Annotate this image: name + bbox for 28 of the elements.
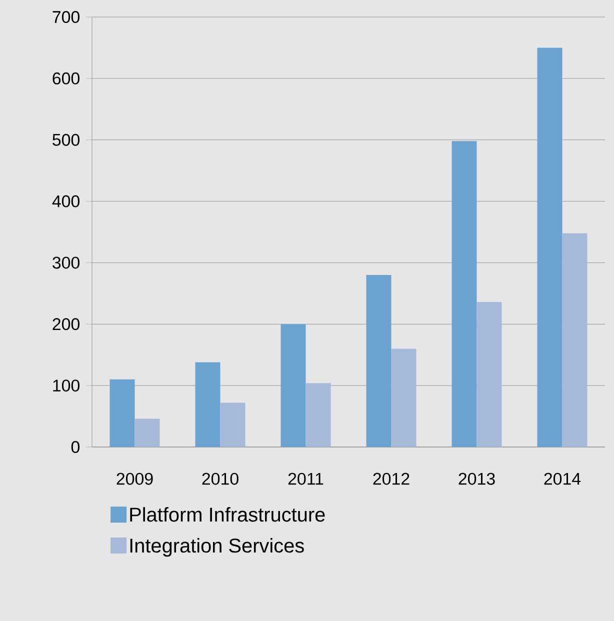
bar (306, 383, 331, 447)
bar (537, 48, 562, 447)
bar (134, 418, 160, 447)
y-tick-label: 0 (71, 441, 80, 453)
y-tick-label: 600 (52, 72, 80, 84)
y-tick-label: 300 (52, 256, 80, 269)
bar (562, 233, 588, 447)
bar (391, 348, 416, 447)
bar (195, 362, 220, 447)
bar (366, 275, 392, 447)
x-tick-label: 2013 (458, 472, 495, 485)
x-tick-label: 2009 (116, 472, 153, 485)
bar (220, 402, 246, 447)
x-tick-label: 2012 (373, 472, 410, 485)
bar (452, 141, 477, 447)
x-tick-label: 2011 (288, 472, 324, 485)
bar (110, 379, 135, 447)
legend-label: Integration Services (130, 538, 304, 557)
y-tick-label: 700 (52, 11, 80, 24)
legend-label: Platform Infrastructure (130, 507, 325, 522)
y-tick-label: 200 (52, 318, 80, 330)
y-tick-label: 400 (52, 195, 80, 208)
y-tick-label: 100 (53, 380, 80, 392)
x-tick-label: 2010 (202, 472, 238, 485)
bar (280, 324, 306, 447)
y-tick-label: 500 (52, 134, 80, 146)
x-tick-label: 2014 (544, 472, 581, 485)
bar (476, 302, 502, 447)
